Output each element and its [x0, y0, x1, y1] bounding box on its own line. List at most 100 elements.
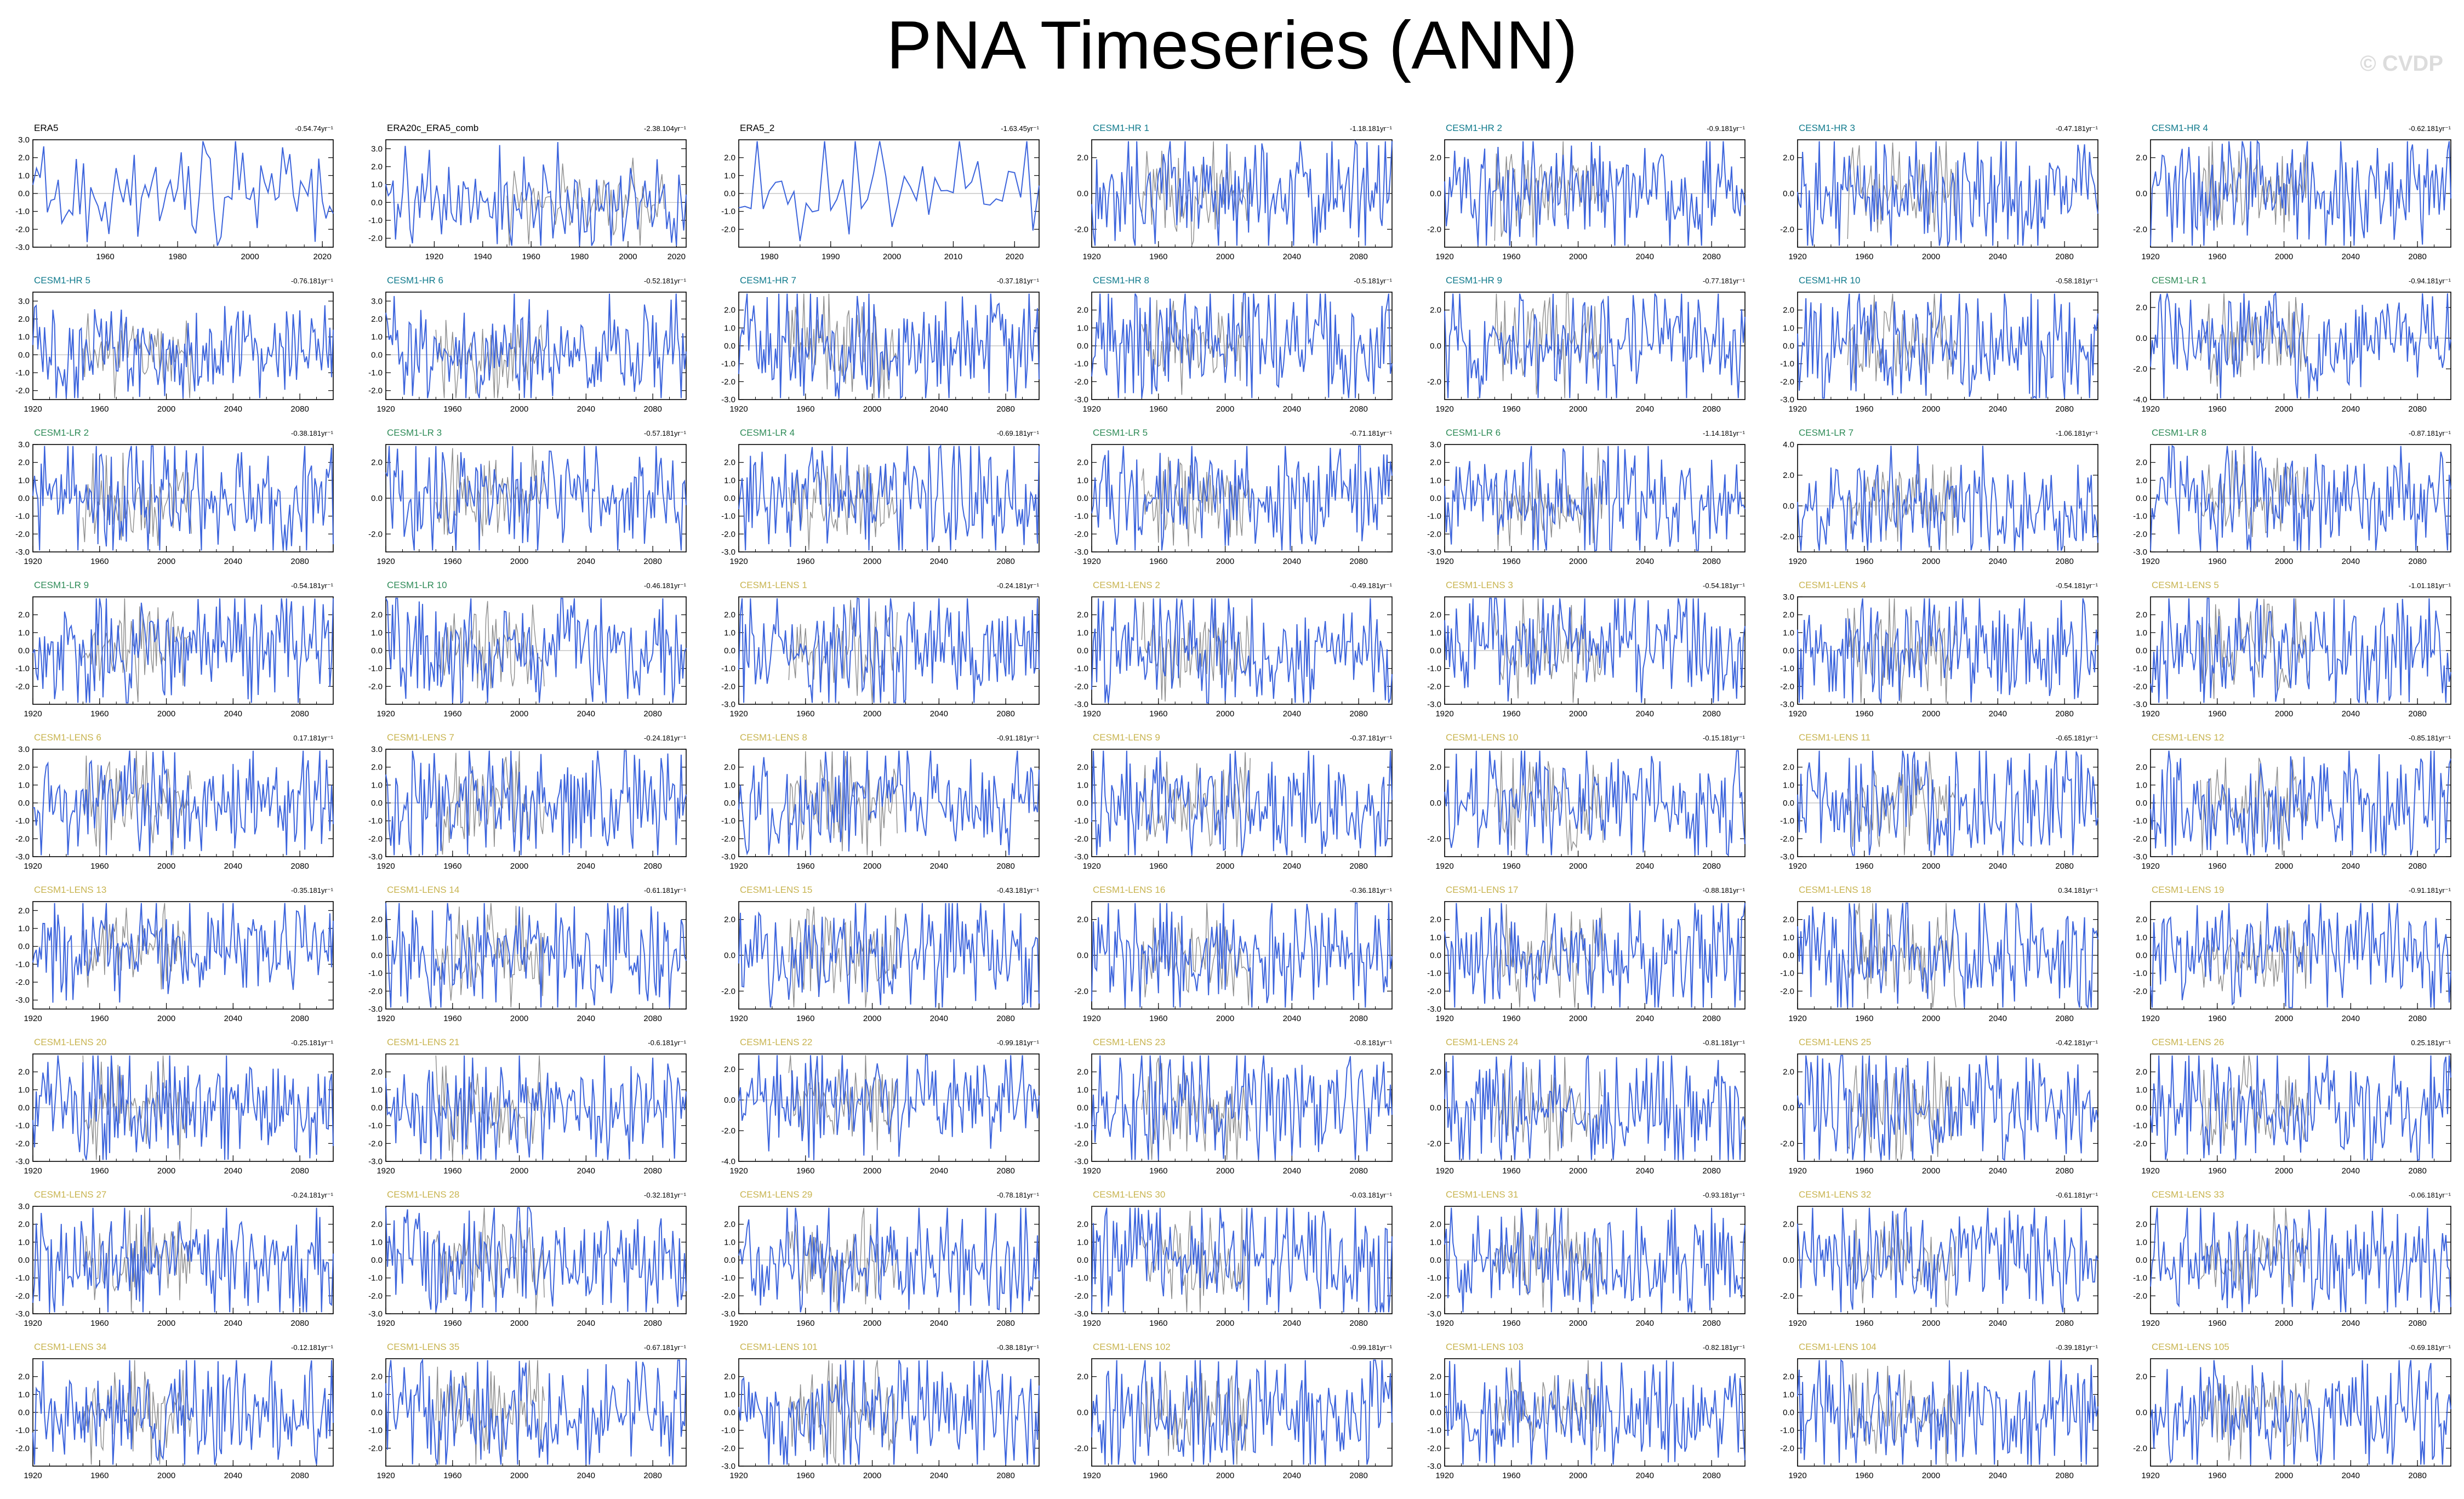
y-tick-label: 0.0 — [18, 1103, 30, 1113]
x-tick-label: 2000 — [510, 709, 528, 719]
panel-title: CESM1-HR 5 — [34, 275, 90, 286]
x-tick-label: 1980 — [760, 252, 778, 261]
x-tick-label: 2040 — [577, 1166, 595, 1176]
observed-series-line — [506, 157, 665, 246]
x-tick-label: 2000 — [1216, 1319, 1234, 1328]
panel-trend-label: -2.38.104yr⁻¹ — [644, 124, 687, 133]
y-tick-label: 2.0 — [1430, 458, 1441, 468]
x-tick-label: 2080 — [2408, 1319, 2426, 1328]
panel-title: CESM1-LR 4 — [740, 428, 795, 438]
panel-title: CESM1-LENS 31 — [1446, 1189, 1518, 1200]
x-tick-label: 2080 — [2408, 1014, 2426, 1023]
plot-frame — [2150, 292, 2451, 400]
x-tick-label: 2040 — [1283, 557, 1301, 566]
y-tick-label: -1.0 — [1780, 969, 1794, 978]
y-tick-label: 2.0 — [1077, 1068, 1088, 1077]
y-tick-label: 0.0 — [371, 350, 383, 360]
pna-series-line — [1091, 445, 1393, 551]
y-tick-label: 0.0 — [2136, 799, 2147, 808]
x-tick-label: 2000 — [1569, 1166, 1587, 1176]
pna-series-line — [2150, 1207, 2451, 1313]
y-tick-label: 2.0 — [2136, 153, 2147, 163]
observed-series-line — [1494, 750, 1604, 856]
x-tick-label: 2080 — [2408, 1471, 2426, 1480]
plot-frame — [32, 901, 334, 1010]
x-tick-label: 2000 — [1569, 1014, 1587, 1023]
x-tick-label: 2080 — [2408, 557, 2426, 566]
chart-panel: CESM1-LENS 17 -0.88.181yr⁻¹ 2.0 1.0 0.0 -1.0 -… — [1427, 885, 1746, 1023]
y-tick-label: -1.0 — [1780, 360, 1794, 369]
x-tick-label: 2080 — [2408, 1166, 2426, 1176]
y-tick-label: -2.0 — [2133, 529, 2147, 539]
y-tick-label: 0.0 — [1077, 189, 1088, 198]
x-tick-label: 1960 — [796, 1471, 814, 1480]
x-tick-label: 1960 — [796, 709, 814, 719]
y-tick-label: 3.0 — [1430, 440, 1441, 449]
x-tick-label: 2040 — [2342, 1471, 2360, 1480]
x-tick-label: 2080 — [2055, 404, 2073, 414]
y-tick-label: 2.0 — [1783, 306, 1794, 315]
x-tick-label: 2040 — [577, 862, 595, 871]
x-tick-label: 2040 — [224, 557, 242, 566]
panel-trend-label: -0.54.181yr⁻¹ — [291, 582, 334, 590]
x-tick-label: 2000 — [157, 1014, 175, 1023]
panel-trend-label: -0.35.181yr⁻¹ — [291, 886, 334, 894]
observed-series-line — [1847, 464, 1957, 551]
y-tick-label: -2.0 — [1427, 834, 1441, 843]
x-tick-label: 2040 — [577, 1471, 595, 1480]
y-tick-label: -2.0 — [1427, 529, 1441, 539]
y-tick-label: 2.0 — [18, 611, 30, 620]
y-tick-label: 0.0 — [724, 494, 735, 503]
x-tick-label: 2080 — [2055, 252, 2073, 261]
y-tick-label: -1.0 — [721, 360, 735, 369]
y-tick-label: -2.0 — [2133, 682, 2147, 691]
y-tick-label: 2.0 — [724, 915, 735, 925]
y-tick-label: -1.0 — [368, 1121, 383, 1131]
y-tick-label: 2.0 — [2136, 1372, 2147, 1382]
observed-series-line — [1141, 457, 1251, 546]
panel-title: CESM1-HR 4 — [2152, 123, 2208, 133]
y-tick-label: 1.0 — [1783, 780, 1794, 790]
y-tick-label: 2.0 — [724, 306, 735, 315]
pna-series-line — [2150, 903, 2451, 1008]
x-tick-label: 1960 — [796, 404, 814, 414]
panel-trend-label: -0.24.181yr⁻¹ — [997, 582, 1040, 590]
x-tick-label: 1960 — [1855, 1471, 1873, 1480]
chart-panel: CESM1-HR 10 -0.58.181yr⁻¹ 2.0 1.0 0.0 -1.0 -2.… — [1780, 275, 2098, 414]
x-tick-label: 2080 — [290, 404, 309, 414]
chart-panel: CESM1-LR 3 -0.57.181yr⁻¹ 2.0 0.0 -2.0 1920 196… — [368, 428, 687, 566]
page-title: PNA Timeseries (ANN) — [886, 8, 1578, 83]
x-tick-label: 2040 — [577, 709, 595, 719]
x-tick-label: 1960 — [796, 557, 814, 566]
y-tick-label: 0.0 — [1077, 341, 1088, 351]
x-tick-label: 2000 — [1922, 1471, 1940, 1480]
y-tick-label: -2.0 — [368, 386, 383, 396]
pna-series-line — [2150, 292, 2451, 398]
y-tick-label: 2.0 — [1783, 915, 1794, 925]
y-tick-label: -3.0 — [1427, 1462, 1441, 1471]
chart-panel: CESM1-HR 1 -1.18.181yr⁻¹ 2.0 0.0 -2.0 1920 196… — [1074, 123, 1393, 261]
y-tick-label: -2.0 — [1427, 225, 1441, 234]
x-tick-label: 2000 — [863, 1319, 881, 1328]
x-tick-label: 1920 — [1788, 557, 1806, 566]
panel-title: CESM1-LENS 21 — [387, 1037, 459, 1047]
y-tick-label: 2.0 — [371, 1372, 383, 1382]
x-tick-label: 2040 — [224, 862, 242, 871]
pna-series-line — [2150, 1055, 2451, 1161]
panel-trend-label: -0.78.181yr⁻¹ — [997, 1191, 1040, 1199]
y-tick-label: -2.0 — [2133, 1444, 2147, 1453]
x-tick-label: 2000 — [863, 557, 881, 566]
y-tick-label: -3.0 — [368, 1005, 383, 1014]
x-tick-label: 2040 — [577, 404, 595, 414]
y-tick-label: 2.0 — [1077, 611, 1088, 620]
y-tick-label: 1.0 — [1077, 323, 1088, 333]
chart-panel: CESM1-LENS 11 -0.65.181yr⁻¹ 2.0 1.0 0.0 -1.0 -… — [1780, 732, 2098, 871]
chart-panel: CESM1-LENS 31 -0.93.181yr⁻¹ 2.0 1.0 0.0 -1.0 -… — [1427, 1189, 1746, 1328]
y-tick-label: -3.0 — [2133, 700, 2147, 709]
pna-series-line — [1797, 141, 2098, 246]
panel-trend-label: 0.34.181yr⁻¹ — [2058, 886, 2098, 894]
x-tick-label: 1920 — [729, 1166, 748, 1176]
x-tick-label: 1960 — [1855, 1014, 1873, 1023]
panel-trend-label: -0.99.181yr⁻¹ — [1350, 1343, 1393, 1352]
y-tick-label: 1.0 — [1077, 780, 1088, 790]
